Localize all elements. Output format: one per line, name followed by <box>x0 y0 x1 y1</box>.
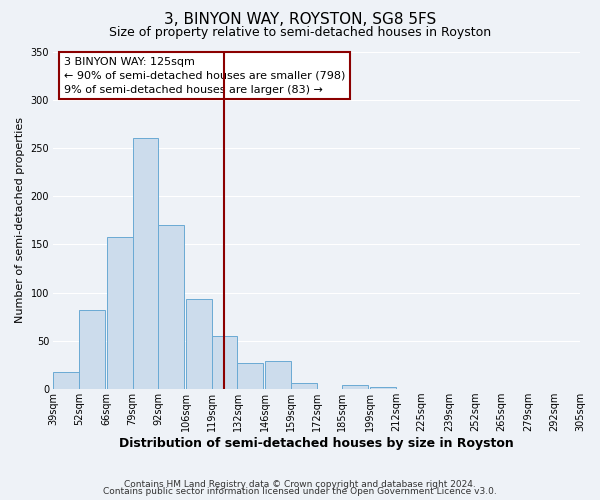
X-axis label: Distribution of semi-detached houses by size in Royston: Distribution of semi-detached houses by … <box>119 437 514 450</box>
Text: Contains HM Land Registry data © Crown copyright and database right 2024.: Contains HM Land Registry data © Crown c… <box>124 480 476 489</box>
Text: 3 BINYON WAY: 125sqm
← 90% of semi-detached houses are smaller (798)
9% of semi-: 3 BINYON WAY: 125sqm ← 90% of semi-detac… <box>64 56 345 94</box>
Bar <box>133 138 158 389</box>
Bar <box>291 384 317 389</box>
Bar <box>238 363 263 389</box>
Bar <box>186 300 212 389</box>
Bar <box>158 225 184 389</box>
Text: Size of property relative to semi-detached houses in Royston: Size of property relative to semi-detach… <box>109 26 491 39</box>
Bar <box>265 361 291 389</box>
Bar <box>370 387 396 389</box>
Bar <box>212 336 238 389</box>
Bar <box>343 386 368 389</box>
Bar <box>107 236 133 389</box>
Text: Contains public sector information licensed under the Open Government Licence v3: Contains public sector information licen… <box>103 487 497 496</box>
Bar <box>79 310 105 389</box>
Y-axis label: Number of semi-detached properties: Number of semi-detached properties <box>15 118 25 324</box>
Text: 3, BINYON WAY, ROYSTON, SG8 5FS: 3, BINYON WAY, ROYSTON, SG8 5FS <box>164 12 436 28</box>
Bar <box>53 372 79 389</box>
